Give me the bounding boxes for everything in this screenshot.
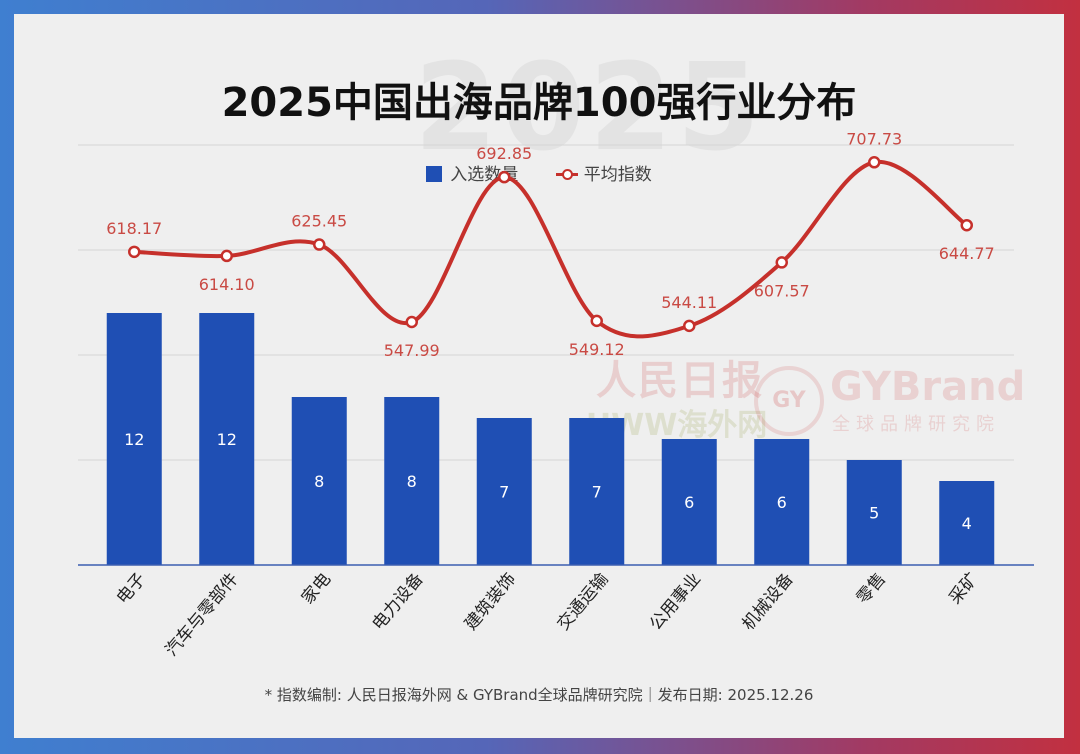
x-tick-label: 汽车与零部件 <box>162 569 243 660</box>
line-point[interactable] <box>314 240 324 250</box>
bar-value-label: 7 <box>499 483 509 502</box>
line-value-label: 618.17 <box>106 219 162 238</box>
line-value-label: 544.11 <box>661 293 717 312</box>
x-tick-label: 采矿 <box>945 569 982 608</box>
bar-value-label: 8 <box>407 472 417 491</box>
line-point[interactable] <box>684 321 694 331</box>
line-point[interactable] <box>499 172 509 182</box>
bar-value-label: 6 <box>777 493 787 512</box>
line-point[interactable] <box>592 316 602 326</box>
line-point[interactable] <box>962 220 972 230</box>
bar-value-label: 4 <box>962 514 972 533</box>
line-point[interactable] <box>777 257 787 267</box>
line-value-label: 549.12 <box>569 340 625 359</box>
line-value-label: 625.45 <box>291 212 347 231</box>
x-tick-label: 机械设备 <box>739 569 798 634</box>
chart-card: 2025 人民日报 HWW海外网 GY GYBrand 全球品牌研究院 2025… <box>14 14 1064 738</box>
bar-value-label: 12 <box>217 430 237 449</box>
x-tick-label: 建筑装饰 <box>461 569 520 634</box>
x-tick-label: 电子 <box>113 569 150 608</box>
line-value-label: 644.77 <box>939 244 995 263</box>
line-series[interactable] <box>134 162 967 337</box>
combo-chart: 12 12 8 8 7 7 6 6 5 4 电子汽车与零部件 家电电力设备建筑装饰交通运输公用事业机械… <box>14 14 1064 738</box>
line-point[interactable] <box>407 317 417 327</box>
line-point[interactable] <box>129 247 139 257</box>
line-value-label: 607.57 <box>754 281 810 300</box>
bar-value-label: 12 <box>124 430 144 449</box>
line-value-label: 707.73 <box>846 129 902 148</box>
x-tick-label: 电力设备 <box>369 569 428 634</box>
bar-value-label: 6 <box>684 493 694 512</box>
bar-value-label: 8 <box>314 472 324 491</box>
bar-value-label: 7 <box>592 483 602 502</box>
x-tick-label: 公用事业 <box>646 569 705 634</box>
line-value-label: 547.99 <box>384 341 440 360</box>
line-point[interactable] <box>869 157 879 167</box>
line-value-label: 692.85 <box>476 144 532 163</box>
x-tick-label: 家电 <box>298 569 335 608</box>
x-tick-label: 零售 <box>853 569 890 608</box>
line-value-label: 614.10 <box>199 275 255 294</box>
bar-value-label: 5 <box>869 504 879 523</box>
footnote: * 指数编制: 人民日报海外网 & GYBrand全球品牌研究院｜发布日期: 2… <box>14 684 1064 705</box>
line-point[interactable] <box>222 251 232 261</box>
x-tick-label: 交通运输 <box>554 569 613 634</box>
